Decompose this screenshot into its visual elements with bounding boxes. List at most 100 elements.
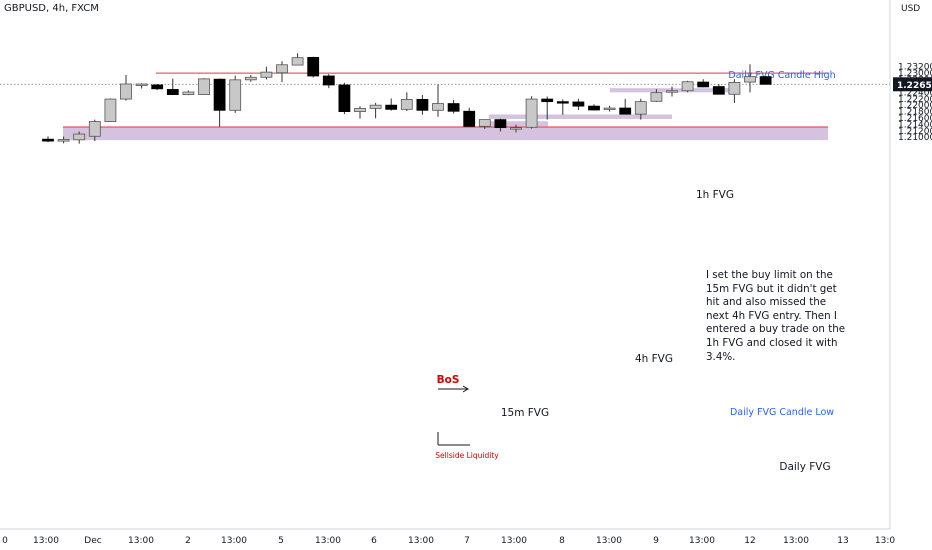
candle	[276, 61, 288, 83]
time-tick-label: 0	[2, 536, 8, 546]
candle	[525, 96, 538, 129]
candle-body	[572, 101, 585, 107]
candle-body	[650, 92, 663, 102]
level-label: Daily FVG Candle Low	[730, 407, 834, 418]
candle	[354, 106, 366, 119]
candle-body	[135, 83, 148, 86]
candle-body	[213, 78, 226, 111]
candle-body	[198, 78, 210, 95]
time-tick-label: 13:00	[783, 536, 809, 546]
candle-body	[510, 127, 522, 130]
candle	[744, 64, 756, 93]
time-tick-label: 6	[371, 536, 377, 546]
candle	[182, 90, 195, 96]
liquidity-label: Sellside Liquidity	[435, 451, 499, 460]
candle-body	[494, 119, 507, 129]
candle-body	[541, 98, 554, 103]
candle	[338, 82, 351, 115]
candle-body	[244, 76, 257, 81]
candle	[666, 86, 678, 97]
price-tick-label: 1.22400	[898, 88, 932, 98]
candle-body	[728, 81, 741, 95]
candle	[541, 96, 554, 120]
candle	[291, 53, 304, 66]
candle-body	[712, 86, 725, 95]
candle	[478, 119, 491, 129]
trade-note: I set the buy limit on the 15m FVG but i…	[706, 269, 846, 363]
candle-body	[42, 138, 54, 142]
candle-body	[166, 89, 179, 95]
candle	[244, 75, 257, 82]
candle-body	[697, 81, 710, 88]
candle	[151, 84, 164, 91]
time-tick-label: 13:00	[221, 536, 247, 546]
currency-label: USD	[901, 4, 921, 14]
candle	[57, 136, 70, 144]
candle-body	[759, 76, 772, 85]
candle-body	[385, 104, 398, 110]
candle-body	[151, 84, 164, 90]
symbol-title: GBPUSD, 4h, FXCM	[4, 3, 99, 14]
candle-body	[400, 98, 413, 110]
time-tick-label: 7	[464, 536, 470, 546]
candle-body	[681, 81, 694, 92]
time-tick-label: 8	[559, 536, 565, 546]
zone-label: 4h FVG	[635, 353, 673, 365]
candle-body	[260, 71, 273, 78]
candle-body	[322, 75, 335, 86]
candle-body	[57, 139, 70, 142]
candle-body	[291, 57, 304, 66]
candle	[322, 74, 335, 89]
time-tick-label: 13:00	[33, 536, 59, 546]
time-tick-label: 13:00	[128, 536, 154, 546]
candle	[603, 105, 616, 112]
candle	[198, 78, 210, 95]
time-tick-label: 5	[278, 536, 284, 546]
time-tick-label: 13:00	[501, 536, 527, 546]
zone-label: 15m FVG	[501, 407, 549, 419]
candle	[619, 99, 632, 115]
price-tick-label: 1.22200	[898, 95, 932, 105]
price-tick-label: 1.21400	[898, 120, 932, 130]
candle-body	[88, 121, 101, 137]
candle	[712, 84, 725, 95]
candle	[166, 78, 179, 95]
candle-body	[307, 56, 320, 77]
candle	[447, 100, 460, 114]
candle-body	[588, 105, 600, 111]
level-label: Daily FVG Candle High	[728, 70, 835, 81]
candle	[104, 98, 117, 122]
time-tick-label: Dec	[84, 536, 101, 546]
candle-body	[276, 64, 288, 74]
candle-body	[338, 84, 351, 112]
bos-label: BoS	[437, 374, 460, 386]
fvg-zone	[489, 121, 548, 127]
candle	[463, 107, 476, 127]
candle	[697, 79, 710, 88]
candle	[572, 98, 585, 110]
fvg-zone	[63, 126, 828, 141]
candle	[73, 131, 86, 144]
time-tick-label: 13:00	[408, 536, 434, 546]
time-tick-label: 12	[744, 536, 755, 546]
candle-body	[603, 107, 616, 110]
price-tick-label: 1.21800	[898, 108, 932, 118]
current-price-tag: 1.22651	[893, 77, 932, 92]
candle-body	[463, 110, 476, 127]
time-tick-label: 13:00	[315, 536, 341, 546]
candle-body	[182, 91, 195, 95]
candle-body	[619, 107, 632, 115]
current-price-text: 1.22651	[897, 81, 932, 91]
candle-body	[432, 103, 444, 111]
candle	[385, 98, 398, 111]
candle-body	[478, 119, 491, 127]
time-tick-label: 13	[837, 536, 848, 546]
candle	[588, 104, 600, 111]
candle	[42, 136, 54, 143]
zone-label: 1h FVG	[696, 189, 734, 201]
candle-body	[73, 133, 86, 141]
candle	[634, 98, 647, 120]
candle	[759, 76, 772, 85]
candle	[120, 75, 132, 101]
